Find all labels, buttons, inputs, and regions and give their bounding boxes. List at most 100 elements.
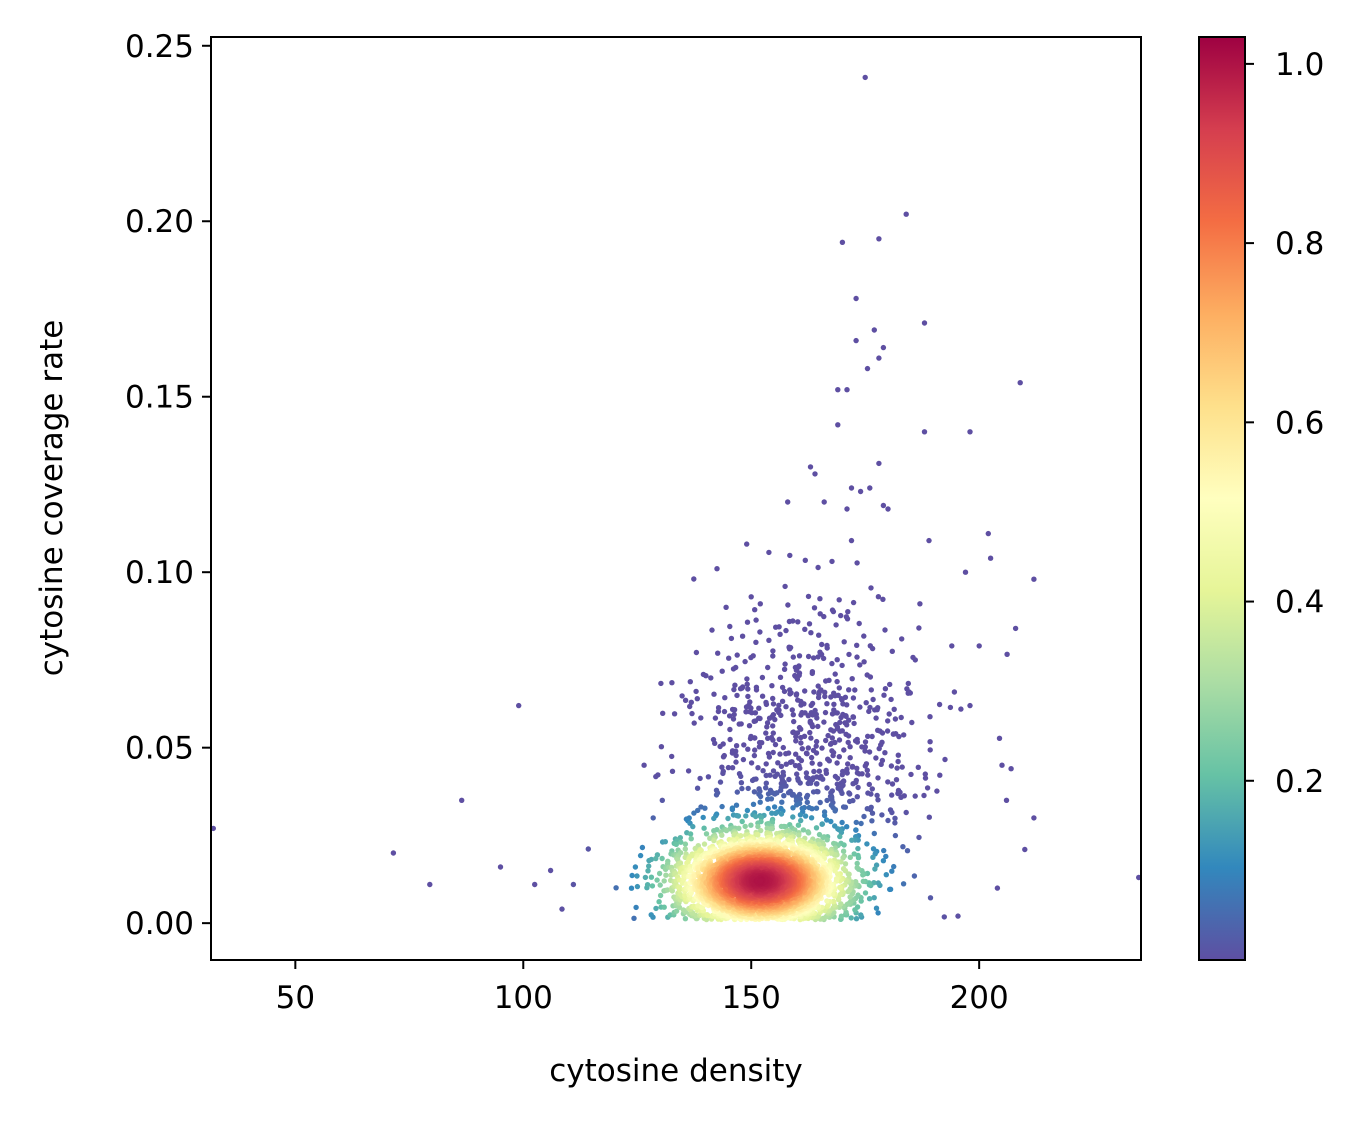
scatter-point	[702, 805, 708, 811]
scatter-point	[830, 728, 837, 734]
scatter-point	[687, 703, 693, 710]
scatter-point	[834, 678, 840, 685]
scatter-point	[673, 908, 680, 914]
scatter-point	[836, 597, 842, 603]
scatter-point	[899, 636, 905, 642]
scatter-point	[862, 748, 868, 754]
scatter-point	[676, 904, 683, 911]
scatter-point	[744, 807, 751, 814]
scatter-point	[752, 607, 758, 613]
scatter-point	[704, 912, 710, 918]
scatter-point	[748, 594, 754, 600]
scatter-point	[844, 824, 850, 830]
scatter-point	[911, 873, 918, 879]
scatter-point	[783, 627, 789, 634]
scatter-point	[824, 701, 830, 707]
scatter-point	[819, 641, 825, 648]
scatter-point	[653, 905, 659, 912]
scatter-point	[794, 676, 801, 682]
scatter-point	[996, 735, 1003, 741]
scatter-point	[772, 716, 778, 723]
scatter-point	[837, 891, 843, 898]
scatter-point	[738, 780, 745, 786]
scatter-point	[695, 807, 701, 814]
scatter-point	[845, 733, 852, 739]
scatter-point	[775, 760, 781, 766]
scatter-point	[866, 781, 872, 788]
scatter-point	[850, 695, 857, 701]
scatter-point	[764, 720, 771, 726]
scatter-point	[922, 771, 928, 777]
scatter-point	[987, 555, 994, 561]
scatter-point	[831, 840, 837, 847]
scatter-point	[818, 846, 824, 852]
scatter-point	[892, 716, 899, 722]
scatter-point	[660, 710, 666, 716]
scatter-point	[840, 804, 847, 810]
scatter-point	[733, 743, 740, 749]
scatter-point	[880, 344, 887, 351]
scatter-point	[851, 851, 857, 857]
scatter-point	[871, 830, 877, 837]
scatter-point	[795, 822, 802, 828]
scatter-point	[778, 811, 785, 817]
scatter-point	[836, 737, 843, 743]
scatter-point	[751, 752, 758, 759]
x-tick-label: 200	[950, 980, 1009, 1016]
scatter-point	[803, 794, 810, 800]
scatter-point	[785, 602, 791, 608]
scatter-point	[829, 660, 835, 667]
scatter-point	[744, 619, 751, 625]
scatter-point	[861, 633, 867, 639]
scatter-point	[870, 854, 876, 860]
scatter-point	[813, 738, 820, 745]
scatter-point	[865, 790, 871, 796]
scatter-point	[773, 624, 779, 630]
scatter-point	[844, 702, 850, 708]
scatter-point	[882, 750, 888, 756]
scatter-point	[857, 704, 863, 710]
scatter-point	[713, 792, 720, 798]
scatter-point	[783, 761, 789, 767]
scatter-point	[864, 806, 870, 812]
scatter-point	[848, 537, 855, 544]
scatter-point	[763, 785, 769, 791]
scatter-point	[809, 723, 816, 730]
scatter-point	[819, 745, 825, 751]
scatter-point	[834, 775, 841, 781]
scatter-point	[824, 785, 830, 791]
scatter-point	[967, 702, 973, 709]
scatter-point	[871, 895, 877, 901]
scatter-point	[798, 734, 804, 741]
scatter-point	[772, 741, 779, 748]
scatter-point	[837, 833, 843, 840]
scatter-point	[820, 776, 826, 782]
scatter-point	[752, 747, 758, 753]
scatter-point	[976, 643, 982, 649]
scatter-point	[852, 687, 858, 693]
scatter-point	[790, 654, 796, 660]
scatter-point	[787, 759, 794, 765]
colorbar-tick-label: 0.4	[1275, 585, 1324, 621]
scatter-point	[770, 768, 777, 774]
x-tick-label: 100	[494, 980, 553, 1016]
scatter-point	[785, 499, 791, 505]
scatter-point	[659, 797, 665, 803]
scatter-point	[770, 648, 776, 654]
scatter-point	[869, 818, 875, 824]
scatter-point	[701, 841, 708, 847]
scatter-point	[756, 705, 762, 711]
scatter-point	[892, 832, 899, 839]
scatter-point	[769, 810, 775, 816]
scatter-point	[708, 675, 714, 681]
scatter-point	[817, 596, 823, 602]
scatter-point	[937, 772, 943, 778]
scatter-point	[858, 820, 864, 827]
scatter-point	[799, 746, 805, 752]
scatter-point	[780, 744, 786, 751]
scatter-point	[813, 750, 820, 756]
scatter-point	[927, 895, 934, 901]
scatter-point	[881, 692, 887, 698]
scatter-point	[824, 898, 830, 904]
scatter-point	[723, 604, 729, 610]
